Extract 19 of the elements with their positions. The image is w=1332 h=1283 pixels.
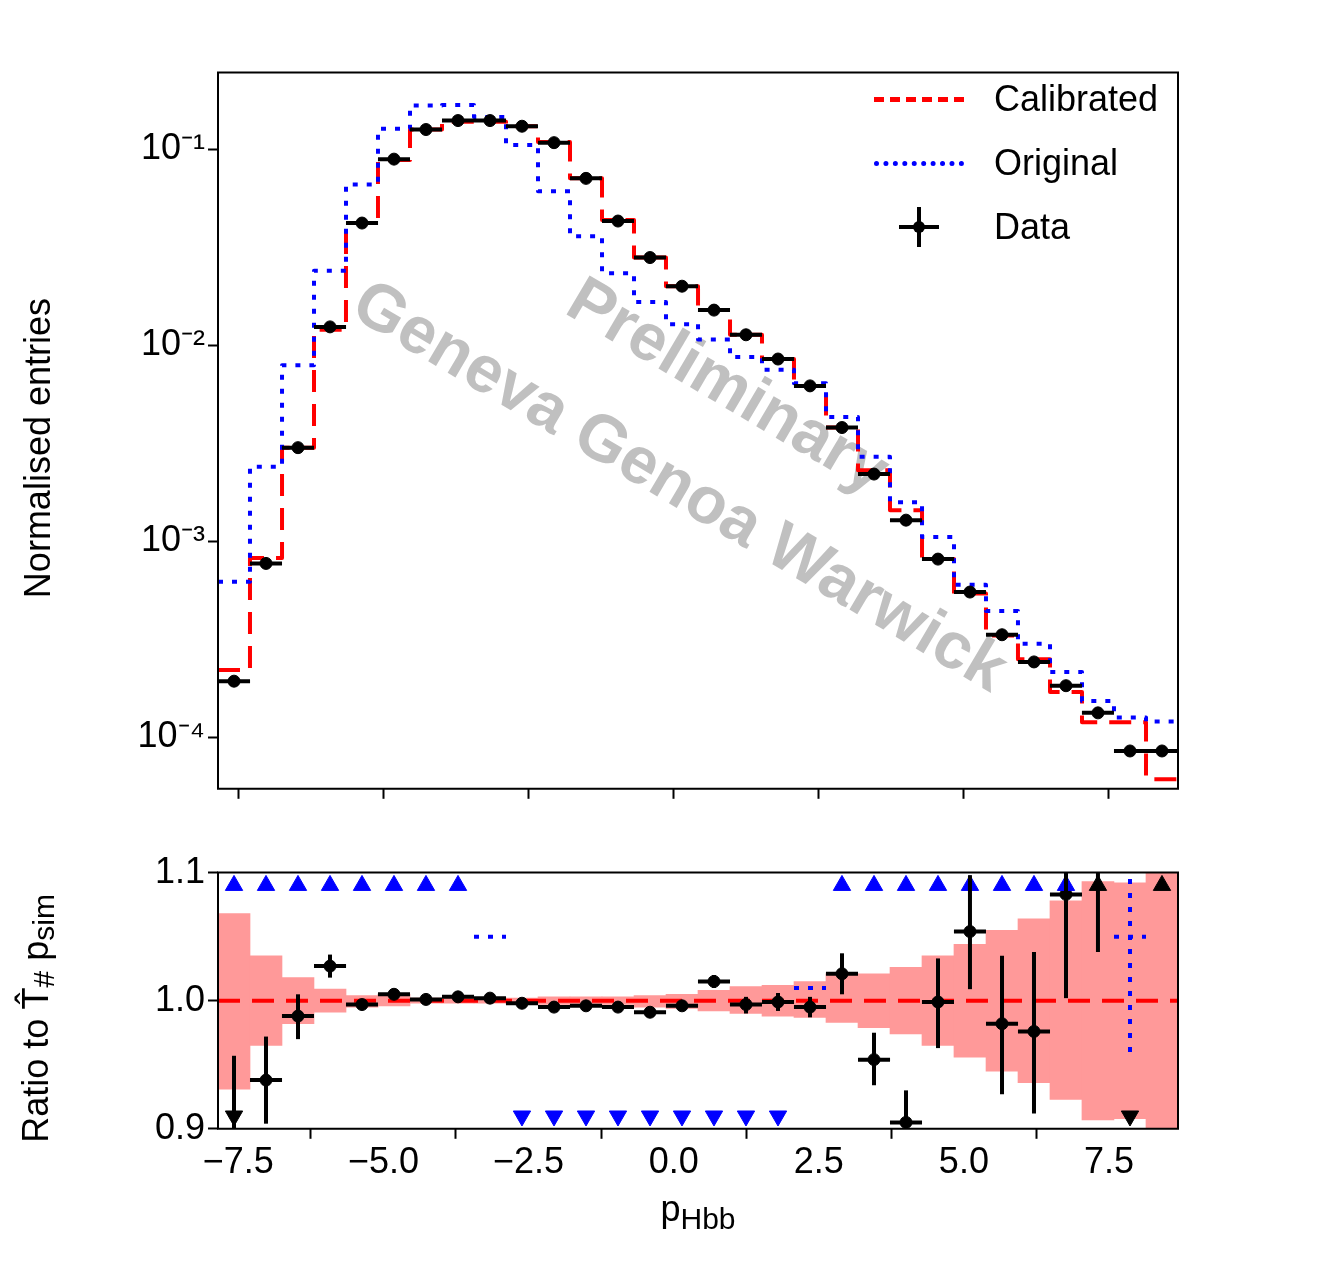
x-tick-label: 5.0: [938, 1140, 989, 1182]
legend-label: Calibrated: [993, 78, 1158, 120]
x-tick-label: −7.5: [202, 1140, 274, 1182]
x-tick-label: 2.5: [793, 1140, 844, 1182]
x-axis-title: p$_{Hbb}$: [659, 1188, 737, 1237]
x-tick-label: 7.5: [1083, 1140, 1135, 1182]
y-tick-label: 0.9: [154, 1105, 205, 1147]
x-tick-label: −2.5: [493, 1140, 565, 1182]
legend-label: Data: [993, 206, 1070, 248]
y-tick-label: 10⁻⁴: [137, 714, 205, 756]
legend-label: Original: [993, 142, 1118, 184]
x-tick-label: −5.0: [347, 1140, 419, 1182]
y-tick-label: 1.0: [154, 977, 205, 1019]
y-tick-label: 10⁻²: [140, 322, 206, 364]
x-tick-label: 0.0: [648, 1140, 699, 1182]
y-tick-label: 1.1: [154, 849, 205, 891]
y-tick-label: 10⁻³: [140, 518, 206, 560]
y-tick-label: 10⁻¹: [140, 126, 206, 168]
y-axis-title: Normalised entries: [17, 297, 59, 599]
